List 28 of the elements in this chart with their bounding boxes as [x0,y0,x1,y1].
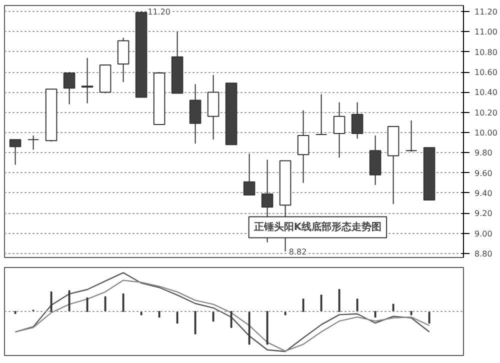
y-tick-label: 9.20 [474,209,492,218]
candlestick [405,120,418,152]
candlestick [333,102,346,158]
candlestick [243,153,256,196]
y-tick-label: 10.80 [474,48,498,57]
y-tick-label: 10.00 [474,128,498,138]
annotation: 11.20 [148,8,171,17]
candlestick [9,139,22,166]
y-tick-label: 10.20 [474,108,498,118]
candlestick [189,84,202,144]
y-tick-label: 9.00 [474,229,492,238]
annotation: 正锤头阳K线底部形态走势图 [252,220,382,233]
candlestick [315,94,328,136]
candlestick [117,37,130,83]
annotation: 8.82 [288,247,307,256]
y-tick-label: 9.60 [474,168,492,178]
y-tick-label: 11.20 [474,8,498,17]
y-tick-label: 9.80 [474,148,492,158]
candlestick [27,135,40,150]
candlestick [63,72,76,105]
y-tick-label: 10.40 [474,88,498,98]
candlestick [351,102,364,140]
y-tick-label: 9.40 [474,188,492,198]
y-tick-label: 11.00 [474,28,498,37]
y-tick-label: 8.80 [474,249,492,258]
candlestick [81,57,94,104]
candlestick [297,110,310,184]
y-tick-label: 10.60 [474,68,498,78]
